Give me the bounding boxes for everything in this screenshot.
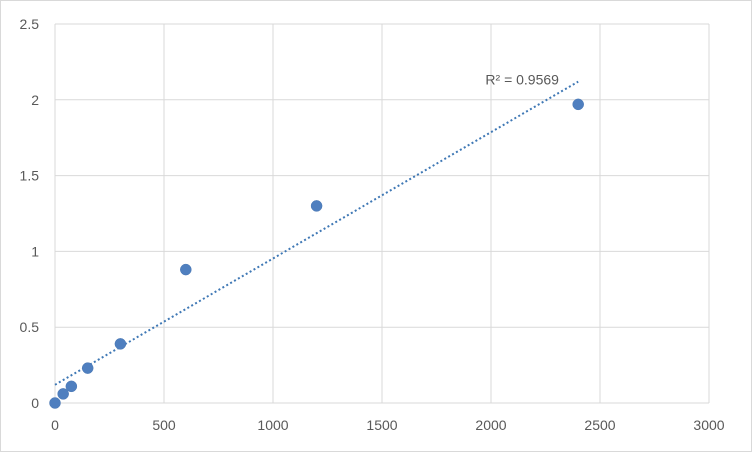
trendline [54,80,579,386]
x-tick-label: 3000 [693,417,724,433]
y-tick-label: 1.5 [20,168,40,184]
data-point [57,388,69,400]
y-tick-label: 0.5 [20,319,40,335]
y-tick-label: 0 [31,395,39,411]
y-tick-label: 1 [31,243,39,259]
x-tick-label: 1500 [366,417,397,433]
data-point [310,200,323,212]
x-tick-label: 0 [51,417,59,433]
x-tick-label: 1000 [257,417,288,433]
data-point [180,263,192,276]
x-axis-labels: 0 500 1000 1500 2000 2500 3000 [51,417,725,433]
gridlines [54,23,710,404]
r-squared-annotation: R² = 0.9569 [485,72,559,88]
data-point [65,380,78,393]
x-tick-label: 2000 [475,417,506,433]
x-tick-label: 500 [152,417,176,433]
data-point [49,397,61,409]
data-points [49,98,584,409]
data-point [114,338,127,350]
data-point [572,98,584,111]
data-point [81,362,94,374]
y-axis-labels: 0 0.5 1 1.5 2 2.5 [20,16,40,411]
y-tick-label: 2 [31,92,39,108]
y-tick-label: 2.5 [20,16,40,32]
x-tick-label: 2500 [584,417,615,433]
